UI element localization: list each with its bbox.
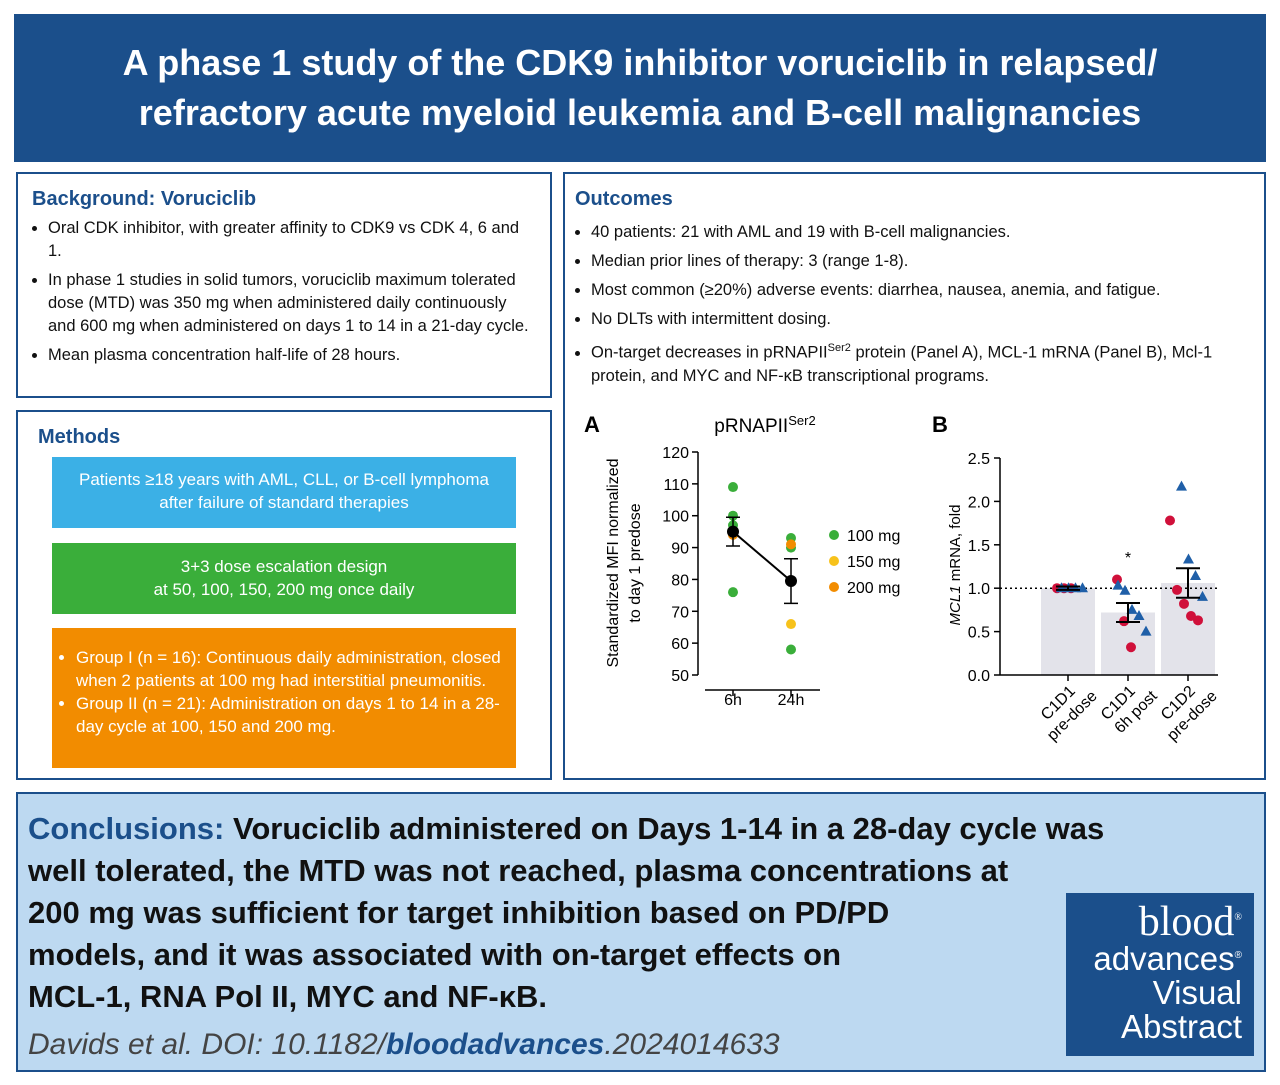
text-line: at 50, 100, 150, 200 mg once daily xyxy=(153,580,415,599)
logo-line: Abstract xyxy=(1120,1008,1242,1045)
text-line: well tolerated, the MTD was not reached,… xyxy=(28,853,1009,888)
text: advances xyxy=(1093,940,1235,977)
bullet: Oral CDK inhibitor, with greater affinit… xyxy=(48,217,536,263)
bullet: Most common (≥20%) adverse events: diarr… xyxy=(591,279,1254,302)
background-box: Background: Voruciclib Oral CDK inhibito… xyxy=(16,172,552,398)
section-title: Background: Voruciclib xyxy=(32,188,257,210)
logo: blood® advances® Visual Abstract xyxy=(1066,893,1254,1056)
text: On-target decreases in pRNAPII xyxy=(591,343,828,362)
bullet: 40 patients: 21 with AML and 19 with B-c… xyxy=(591,221,1254,244)
title-line: refractory acute myeloid leukemia and B-… xyxy=(138,92,1142,133)
bullets: Oral CDK inhibitor, with greater affinit… xyxy=(32,217,536,367)
method-step: 3+3 dose escalation design at 50, 100, 1… xyxy=(52,543,516,614)
title-line: A phase 1 study of the CDK9 inhibitor vo… xyxy=(122,42,1158,83)
label: Conclusions: xyxy=(28,811,225,846)
text: Voruciclib administered on Days 1-14 in … xyxy=(232,811,1105,846)
mark: ® xyxy=(1234,950,1242,961)
bullet: On-target decreases in pRNAPIISer2 prote… xyxy=(591,337,1254,388)
bullets: Group I (n = 16): Continuous daily admin… xyxy=(60,646,504,738)
section-title: Methods xyxy=(38,426,121,448)
text: blood xyxy=(1138,899,1235,945)
bullet: Mean plasma concentration half-life of 2… xyxy=(48,344,536,367)
text: bloodadvances xyxy=(385,1028,605,1061)
text-line: models, and it was associated with on-ta… xyxy=(28,937,842,972)
citation: Davids et al. DOI: 10.1182/bloodadvances… xyxy=(28,1028,1264,1062)
outcomes-box: Outcomes 40 patients: 21 with AML and 19… xyxy=(563,172,1266,780)
bullets: 40 patients: 21 with AML and 19 with B-c… xyxy=(575,221,1254,388)
conclusion-text: Conclusions: Voruciclib administered on … xyxy=(28,808,1264,1018)
conclusions-box: Conclusions: Voruciclib administered on … xyxy=(16,792,1266,1072)
logo-line: blood® xyxy=(1066,901,1242,943)
text: Davids et al. DOI: 10.1182/ xyxy=(28,1028,386,1061)
text: .2024014633 xyxy=(604,1028,780,1061)
superscript: Ser2 xyxy=(827,342,851,354)
text-line: after failure of standard therapies xyxy=(159,493,409,512)
header: A phase 1 study of the CDK9 inhibitor vo… xyxy=(14,14,1266,162)
methods-box: Methods xyxy=(16,410,552,780)
bullet: Group II (n = 21): Administration on day… xyxy=(76,692,504,738)
text-line: Conclusions: Voruciclib administered on … xyxy=(28,808,1264,850)
bullet: Median prior lines of therapy: 3 (range … xyxy=(591,250,1254,273)
text-line: MCL-1, RNA Pol II, MYC and NF-κB. xyxy=(28,979,548,1014)
text-line: 3+3 dose escalation design xyxy=(180,557,388,576)
logo-line: Visual xyxy=(1152,974,1242,1011)
method-step: Patients ≥18 years with AML, CLL, or B-c… xyxy=(52,457,516,528)
text: protein (Panel A), MCL-1 mRNA (Panel B),… xyxy=(591,343,1213,385)
mark: ® xyxy=(1234,912,1242,923)
method-step: Group I (n = 16): Continuous daily admin… xyxy=(52,628,516,768)
bullet: No DLTs with intermittent dosing. xyxy=(591,308,1254,331)
bullet: In phase 1 studies in solid tumors, voru… xyxy=(48,269,536,338)
bullet: Group I (n = 16): Continuous daily admin… xyxy=(76,646,504,692)
section-title: Outcomes xyxy=(575,188,673,210)
text-line: Patients ≥18 years with AML, CLL, or B-c… xyxy=(79,470,489,489)
logo-line: advances® xyxy=(1066,939,1242,976)
text-line: 200 mg was sufficient for target inhibit… xyxy=(28,895,890,930)
